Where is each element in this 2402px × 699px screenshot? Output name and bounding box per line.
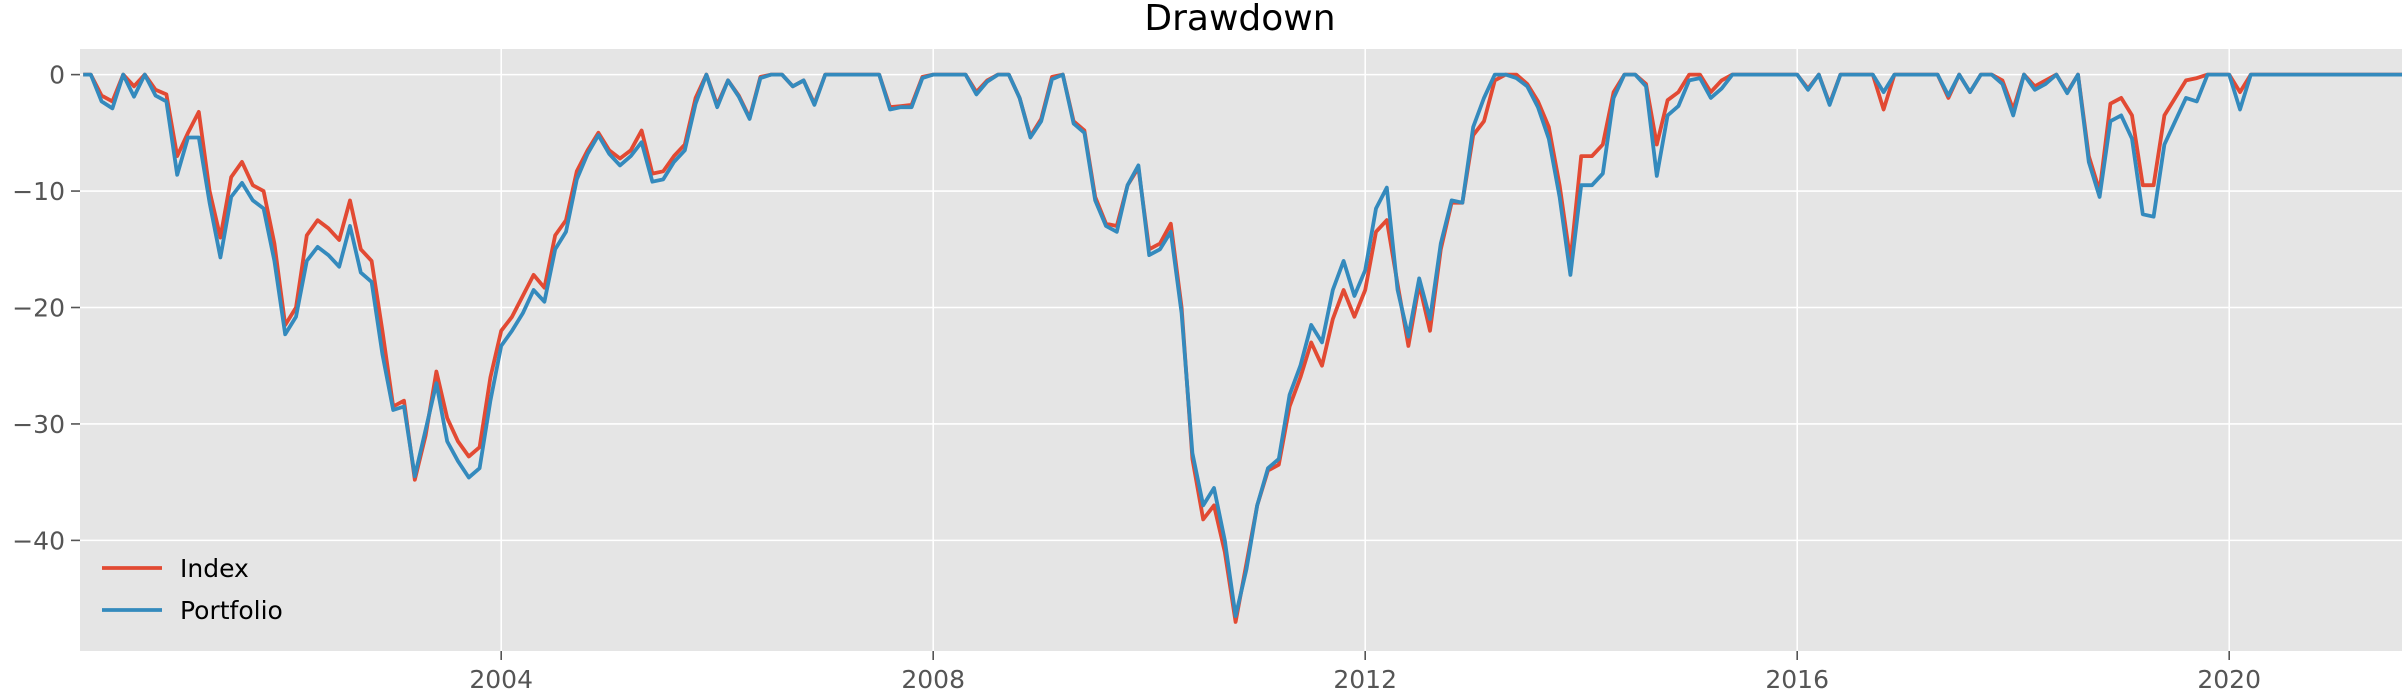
x-tick-label: 2004: [469, 665, 533, 694]
legend-label-index: Index: [180, 554, 249, 583]
x-tick-label: 2012: [1333, 665, 1397, 694]
y-tick-label: −40: [12, 526, 65, 555]
y-tick-label: −20: [12, 293, 65, 322]
y-tick-label: −30: [12, 410, 65, 439]
series-line-portfolio: [83, 72, 2402, 618]
legend-label-portfolio: Portfolio: [180, 596, 283, 625]
x-tick-label: 2008: [901, 665, 965, 694]
y-tick-label: −10: [12, 177, 65, 206]
y-tick-label: 0: [49, 61, 65, 90]
x-axis: 2004 2008 2012 2016 2020: [469, 651, 2261, 694]
chart-title: Drawdown: [1144, 0, 1335, 39]
series-lines: [83, 72, 2402, 624]
plot-area: [80, 49, 2402, 651]
x-tick-label: 2020: [2197, 665, 2261, 694]
x-tick-label: 2016: [1765, 665, 1829, 694]
y-axis: 0 −10 −20 −30 −40: [12, 61, 80, 555]
legend: Index Portfolio: [102, 554, 283, 625]
